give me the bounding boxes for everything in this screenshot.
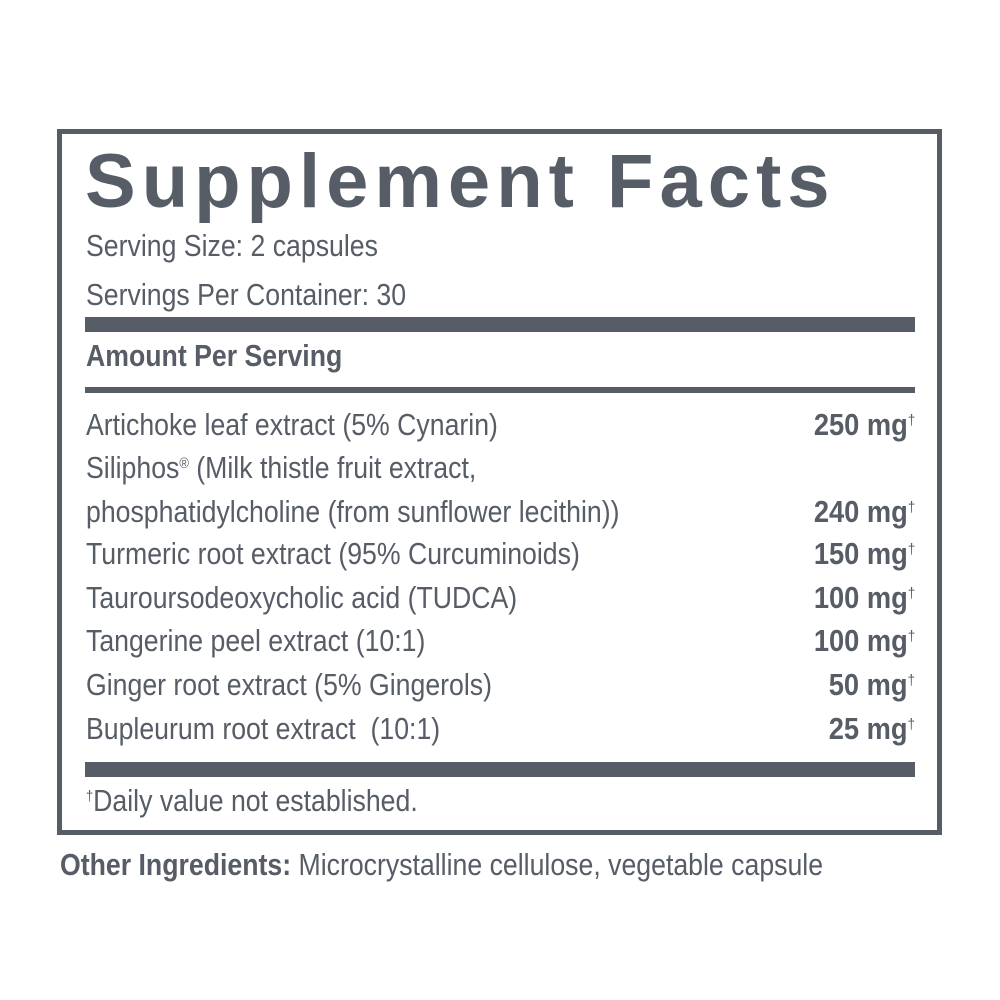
ingredient-name: Ginger root extract (5% Gingerols) (86, 667, 492, 702)
amount-value: 25 mg (828, 711, 908, 746)
dagger-mark: † (907, 541, 915, 558)
ingredient-name: Siliphos® (Milk thistle fruit extract, (86, 448, 476, 488)
amount-value: 240 mg (813, 494, 908, 529)
other-ingredients: Other Ingredients: Microcrystalline cell… (60, 845, 823, 885)
amount-value: 250 mg (813, 407, 908, 442)
ingredient-amount: 150 mg† (814, 534, 915, 574)
thick-divider (85, 317, 915, 332)
ingredient-name: Artichoke leaf extract (5% Cynarin) (86, 407, 498, 442)
ingredient-amount: 50 mg† (829, 665, 915, 705)
dagger-mark: † (907, 628, 915, 645)
amount-value: 100 mg (813, 580, 908, 615)
other-ingredients-value: Microcrystalline cellulose, vegetable ca… (291, 847, 824, 882)
ingredient-amount: 25 mg† (829, 709, 915, 749)
dagger-mark: † (907, 716, 915, 733)
ingredient-name-line2: phosphatidylcholine (from sunflower leci… (86, 494, 620, 529)
ingredient-name: Tangerine peel extract (10:1) (86, 623, 426, 658)
supplement-facts-panel (57, 129, 942, 835)
thick-divider-bottom (85, 762, 915, 777)
ingredient-amount: 100 mg† (814, 578, 915, 618)
amount-value: 100 mg (813, 623, 908, 658)
ingredient-amount: 100 mg† (814, 621, 915, 661)
ingredient-name: Bupleurum root extract (10:1) (86, 711, 441, 746)
ingredient-name-main: Siliphos (86, 450, 180, 485)
thin-divider (85, 387, 915, 393)
servings-per-container: Servings Per Container: 30 (86, 277, 407, 312)
serving-size: Serving Size: 2 capsules (86, 228, 378, 263)
ingredient-amount: 250 mg† (814, 405, 915, 445)
ingredient-name: Tauroursodeoxycholic acid (TUDCA) (86, 580, 518, 615)
ingredient-name: Turmeric root extract (95% Curcuminoids) (86, 536, 580, 571)
dagger-mark: † (907, 585, 915, 602)
registered-mark: ® (179, 455, 189, 472)
footnote-text: Daily value not established. (93, 783, 418, 818)
other-ingredients-label: Other Ingredients: (60, 847, 292, 882)
dagger-mark: † (907, 499, 915, 516)
amount-value: 150 mg (813, 536, 908, 571)
ingredient-name-rest: (Milk thistle fruit extract, (188, 450, 477, 485)
dagger-mark: † (907, 672, 915, 689)
dagger-mark: † (907, 412, 915, 429)
ingredient-amount: 240 mg† (814, 492, 915, 532)
footnote: †Daily value not established. (86, 781, 418, 821)
amount-value: 50 mg (828, 667, 908, 702)
panel-title: Supplement Facts (85, 139, 836, 224)
amount-per-serving-header: Amount Per Serving (86, 338, 343, 373)
dagger-mark: † (86, 788, 94, 805)
